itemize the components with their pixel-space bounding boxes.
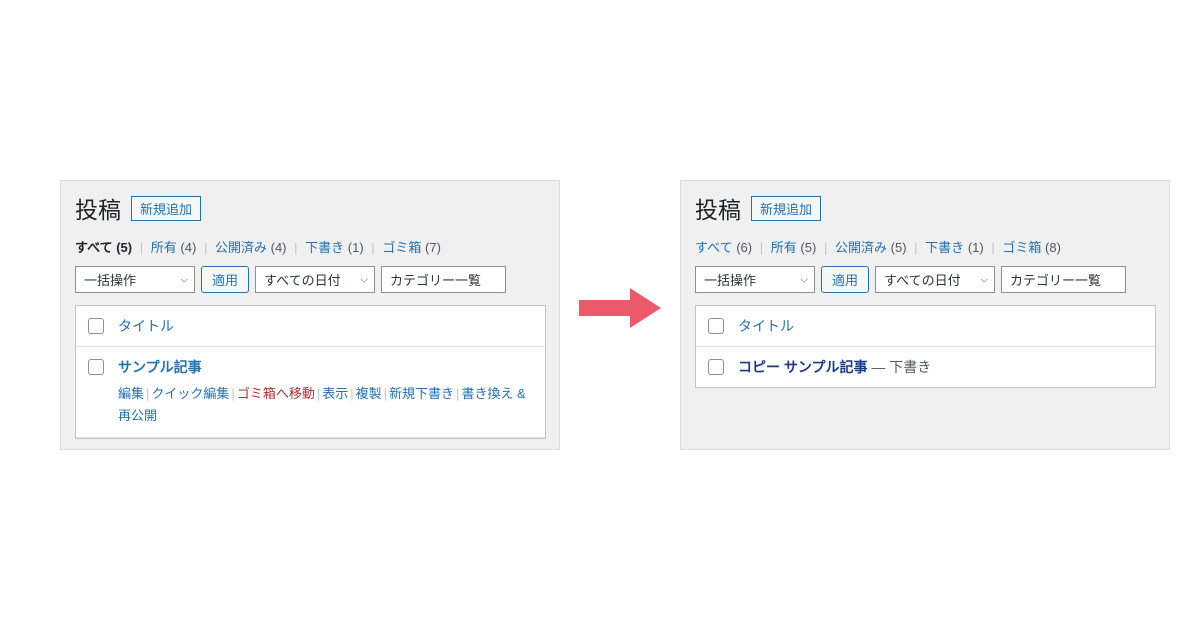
filter-draft[interactable]: 下書き (305, 240, 344, 255)
action-quick-edit[interactable]: クイック編集 (151, 386, 229, 401)
posts-table: タイトル サンプル記事 編集|クイック編集|ゴミ箱へ移動|表示|複製|新規下書き… (75, 305, 546, 439)
select-all-checkbox[interactable] (708, 318, 724, 334)
column-title[interactable]: タイトル (738, 316, 1143, 336)
add-new-button[interactable]: 新規追加 (751, 196, 821, 221)
filter-draft[interactable]: 下書き (925, 240, 964, 255)
post-title-link[interactable]: コピー サンプル記事 (738, 359, 867, 375)
chevron-down-icon: ⌵ (980, 274, 988, 285)
table-row: サンプル記事 編集|クイック編集|ゴミ箱へ移動|表示|複製|新規下書き|書き換え… (76, 347, 545, 438)
status-filters: すべて (5) | 所有 (4) | 公開済み (4) | 下書き (1) | … (75, 237, 545, 256)
apply-button[interactable]: 適用 (821, 266, 869, 293)
chevron-down-icon: ⌵ (360, 274, 368, 285)
bulk-action-select[interactable]: 一括操作 ⌵ (75, 266, 195, 293)
action-edit[interactable]: 編集 (118, 386, 144, 401)
chevron-down-icon: ⌵ (800, 274, 808, 285)
status-filters: すべて (6) | 所有 (5) | 公開済み (5) | 下書き (1) | … (695, 237, 1155, 256)
table-row: コピー サンプル記事 — 下書き (696, 347, 1155, 387)
add-new-button[interactable]: 新規追加 (131, 196, 201, 221)
page-title: 投稿 (75, 191, 121, 225)
column-title[interactable]: タイトル (118, 316, 533, 336)
posts-panel-after: 投稿 新規追加 すべて (6) | 所有 (5) | 公開済み (5) | 下書… (680, 180, 1170, 450)
action-new-draft[interactable]: 新規下書き (389, 386, 454, 401)
date-filter-select[interactable]: すべての日付 ⌵ (255, 266, 375, 293)
status-badge: — 下書き (867, 359, 931, 375)
filter-published[interactable]: 公開済み (835, 240, 887, 255)
row-checkbox[interactable] (88, 359, 104, 375)
filter-all[interactable]: すべて (695, 240, 733, 255)
apply-button[interactable]: 適用 (201, 266, 249, 293)
filter-trash[interactable]: ゴミ箱 (1002, 240, 1041, 255)
filter-all[interactable]: すべて (75, 240, 113, 255)
post-title-link[interactable]: サンプル記事 (118, 359, 202, 375)
action-trash[interactable]: ゴミ箱へ移動 (237, 386, 315, 401)
row-actions: 編集|クイック編集|ゴミ箱へ移動|表示|複製|新規下書き|書き換え & 再公開 (118, 383, 533, 427)
filter-mine[interactable]: 所有 (771, 240, 797, 255)
arrow-icon (575, 280, 665, 336)
posts-table: タイトル コピー サンプル記事 — 下書き (695, 305, 1156, 388)
chevron-down-icon: ⌵ (180, 274, 188, 285)
category-filter-select[interactable]: カテゴリー一覧 (381, 266, 506, 293)
filter-mine[interactable]: 所有 (151, 240, 177, 255)
row-checkbox[interactable] (708, 359, 724, 375)
date-filter-select[interactable]: すべての日付 ⌵ (875, 266, 995, 293)
filter-trash[interactable]: ゴミ箱 (382, 240, 421, 255)
bulk-action-select[interactable]: 一括操作 ⌵ (695, 266, 815, 293)
category-filter-select[interactable]: カテゴリー一覧 (1001, 266, 1126, 293)
action-view[interactable]: 表示 (322, 386, 348, 401)
filter-published[interactable]: 公開済み (215, 240, 267, 255)
posts-panel-before: 投稿 新規追加 すべて (5) | 所有 (4) | 公開済み (4) | 下書… (60, 180, 560, 450)
select-all-checkbox[interactable] (88, 318, 104, 334)
action-duplicate[interactable]: 複製 (356, 386, 382, 401)
page-title: 投稿 (695, 191, 741, 225)
